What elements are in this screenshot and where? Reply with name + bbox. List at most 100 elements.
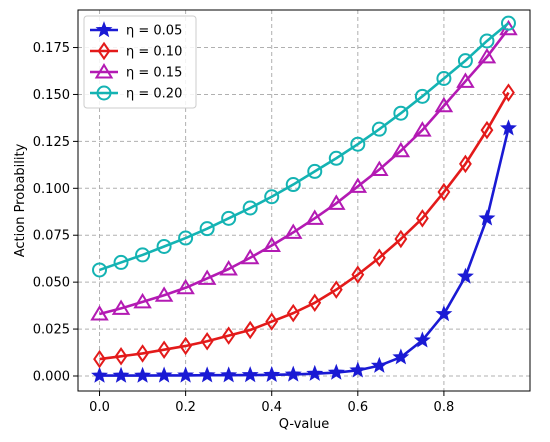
series-2	[93, 83, 515, 369]
y-tick-label: 0.000	[33, 369, 70, 384]
data-point	[391, 141, 411, 158]
data-point	[93, 349, 106, 369]
x-tick-label: 0.8	[434, 400, 455, 415]
legend-item: η = 0.05	[90, 21, 182, 39]
data-point	[179, 336, 193, 356]
data-point	[459, 154, 472, 174]
data-point	[263, 365, 281, 383]
data-point	[113, 254, 129, 270]
data-point	[240, 248, 260, 265]
data-point	[327, 363, 345, 380]
x-tick-label: 0.6	[347, 400, 368, 415]
legend-item: η = 0.10	[90, 41, 182, 61]
data-point	[241, 366, 259, 383]
legend-marker	[97, 41, 111, 61]
series-1	[91, 119, 517, 383]
data-point	[328, 150, 344, 166]
legend-box	[83, 15, 197, 109]
data-point	[305, 209, 325, 225]
data-point	[502, 83, 515, 102]
data-point	[200, 332, 214, 351]
data-point	[91, 366, 108, 383]
legend-item: η = 0.20	[90, 85, 182, 102]
legend-marker	[95, 21, 113, 38]
data-point	[112, 366, 130, 383]
legend-label: η = 0.15	[126, 66, 182, 81]
plot-frame	[77, 9, 531, 392]
data-point	[478, 209, 496, 226]
series-3	[90, 19, 518, 321]
y-tick-label: 0.025	[33, 323, 70, 338]
data-point	[393, 105, 409, 121]
x-tick-label: 0.2	[175, 400, 196, 415]
data-point	[329, 280, 343, 299]
data-point	[197, 269, 217, 285]
x-axis-label: Q-value	[279, 417, 329, 432]
data-point	[111, 299, 131, 315]
data-point	[265, 312, 279, 331]
legend-label: η = 0.05	[126, 24, 182, 39]
data-point	[414, 88, 430, 104]
legend-item: η = 0.15	[90, 63, 182, 81]
y-tick-label: 0.125	[33, 135, 70, 150]
legend-marker	[94, 63, 114, 79]
y-tick-label: 0.150	[33, 88, 70, 103]
data-point	[154, 286, 174, 302]
data-point	[220, 366, 238, 383]
legend: η = 0.05 η = 0.10 η = 0.15 η = 0.20	[83, 15, 197, 109]
data-point	[156, 238, 172, 254]
data-point	[219, 260, 238, 276]
data-point	[92, 262, 108, 278]
legend-marker	[96, 85, 112, 101]
data-point	[308, 293, 322, 313]
data-point	[283, 223, 303, 239]
data-point	[134, 366, 152, 383]
data-point	[350, 136, 366, 152]
data-point	[370, 356, 388, 373]
x-tick-label: 0.0	[89, 400, 110, 415]
data-point	[351, 265, 365, 284]
data-point	[178, 230, 194, 246]
data-point	[264, 189, 280, 205]
data-point	[136, 344, 149, 363]
data-point	[157, 340, 171, 359]
y-axis-label: Action Probability	[13, 143, 28, 257]
data-point	[348, 177, 368, 193]
data-point	[155, 366, 173, 383]
data-point	[114, 347, 128, 366]
data-point	[479, 33, 495, 49]
data-point	[371, 121, 387, 137]
x-tick-label: 0.4	[261, 400, 282, 415]
ticks: 0.0 0.2 0.4 0.6 0.8 0.000 0.025 0.050 0.075 0.100…	[33, 41, 454, 415]
data-point	[285, 177, 301, 193]
data-point	[434, 96, 454, 113]
data-point	[243, 320, 257, 340]
data-point	[500, 119, 517, 136]
data-point	[307, 163, 323, 179]
data-point	[286, 303, 300, 323]
data-point	[284, 365, 302, 382]
legend-label: η = 0.20	[126, 87, 182, 102]
data-point	[306, 364, 324, 381]
data-point	[456, 72, 475, 88]
data-point	[221, 210, 237, 226]
data-point	[394, 229, 408, 249]
data-point	[198, 366, 216, 383]
data-point	[176, 278, 195, 295]
data-point	[262, 236, 281, 253]
data-point	[436, 71, 452, 87]
data-point	[456, 267, 474, 284]
data-point	[480, 120, 494, 140]
data-point	[415, 209, 429, 228]
data-point	[500, 15, 516, 31]
data-point	[222, 326, 236, 345]
data-point	[135, 247, 151, 263]
series-line	[99, 22, 510, 272]
data-point	[477, 47, 497, 64]
data-point	[435, 305, 453, 322]
legend-label: η = 0.10	[126, 45, 182, 60]
data-point	[177, 366, 195, 383]
data-point	[327, 194, 346, 210]
data-point	[457, 53, 473, 69]
